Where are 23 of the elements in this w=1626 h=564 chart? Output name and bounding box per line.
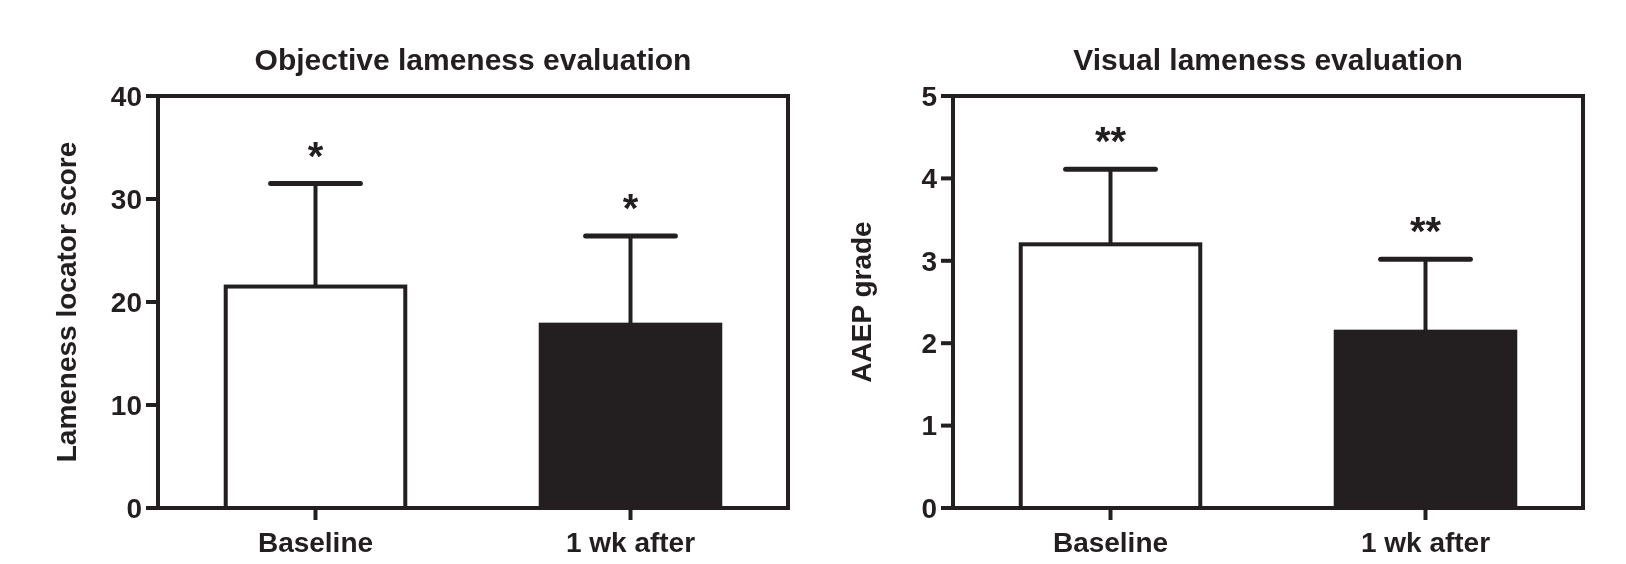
y-tick-label: 4 xyxy=(921,163,938,195)
x-tick-label: Baseline xyxy=(257,527,374,558)
y-tick-label: 0 xyxy=(921,492,937,524)
y-tick-label: 3 xyxy=(921,245,937,277)
y-tick-label: 2 xyxy=(921,328,937,359)
y-axis-title: Lameness locator score xyxy=(51,141,82,463)
y-tick-label: 20 xyxy=(110,286,142,318)
annotation: ** xyxy=(1094,119,1127,164)
annotation: * xyxy=(622,186,639,231)
y-tick-label: 40 xyxy=(110,80,142,112)
y-tick-label: 1 xyxy=(921,410,937,442)
y-tick-label: 30 xyxy=(110,183,142,215)
y-tick-label: 10 xyxy=(110,389,142,421)
chart-title: Visual lameness evaluation xyxy=(1073,43,1463,76)
y-tick-label: 5 xyxy=(921,80,937,112)
y-axis-title: AAEP grade xyxy=(846,221,877,383)
chart-title: Objective lameness evaluation xyxy=(254,43,692,76)
x-tick-label: 1 wk after xyxy=(565,527,696,558)
annotation: * xyxy=(307,133,324,178)
x-tick-label: 1 wk after xyxy=(1360,527,1491,558)
x-tick-label: Baseline xyxy=(1052,527,1169,558)
annotation: ** xyxy=(1409,209,1442,254)
y-tick-label: 0 xyxy=(126,492,142,524)
